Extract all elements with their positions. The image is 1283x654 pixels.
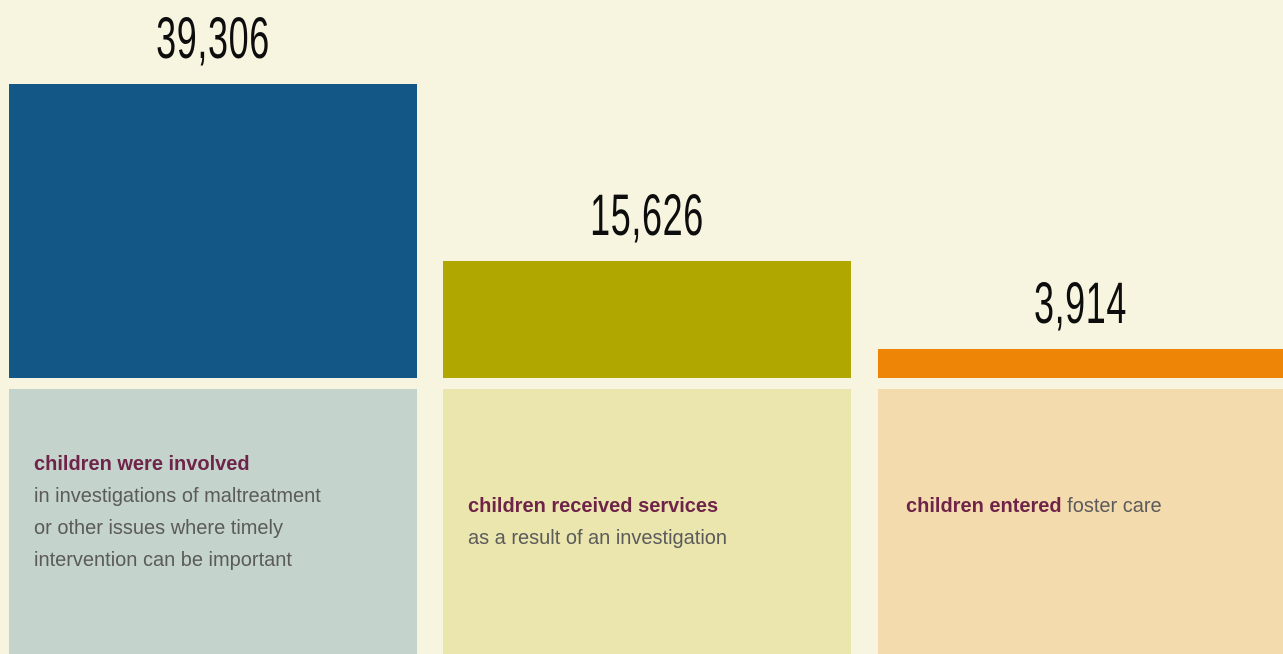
panel-line: or other issues where timely	[34, 516, 283, 539]
description-panel-involved: children were involved in investigations…	[9, 389, 417, 654]
description-panel-foster-care: children entered foster care	[878, 389, 1283, 654]
panel-heading: children received services	[468, 494, 719, 517]
value-label: 39,306	[156, 6, 270, 71]
bar-foster-care	[878, 349, 1283, 378]
panel-line: as a result of an investigation	[468, 526, 728, 549]
panel-heading: children were involved	[34, 452, 250, 475]
bar-services	[443, 261, 851, 378]
column-services: 15,626 children received services as a r…	[443, 0, 851, 654]
column-foster-care: 3,914 children entered foster care	[878, 0, 1283, 654]
panel-line: intervention can be important	[34, 548, 292, 571]
column-involved: 39,306 children were involved in investi…	[9, 0, 417, 654]
panel-heading: children entered	[906, 495, 1062, 517]
bar-involved	[9, 84, 417, 378]
panel-line: in investigations of maltreatment	[34, 484, 321, 507]
value-label: 15,626	[590, 183, 704, 248]
panel-rest: foster care	[1061, 495, 1162, 517]
description-panel-services: children received services as a result o…	[443, 389, 851, 654]
panel-sentence: children entered foster care	[906, 490, 1258, 522]
value-label: 3,914	[1033, 271, 1128, 336]
